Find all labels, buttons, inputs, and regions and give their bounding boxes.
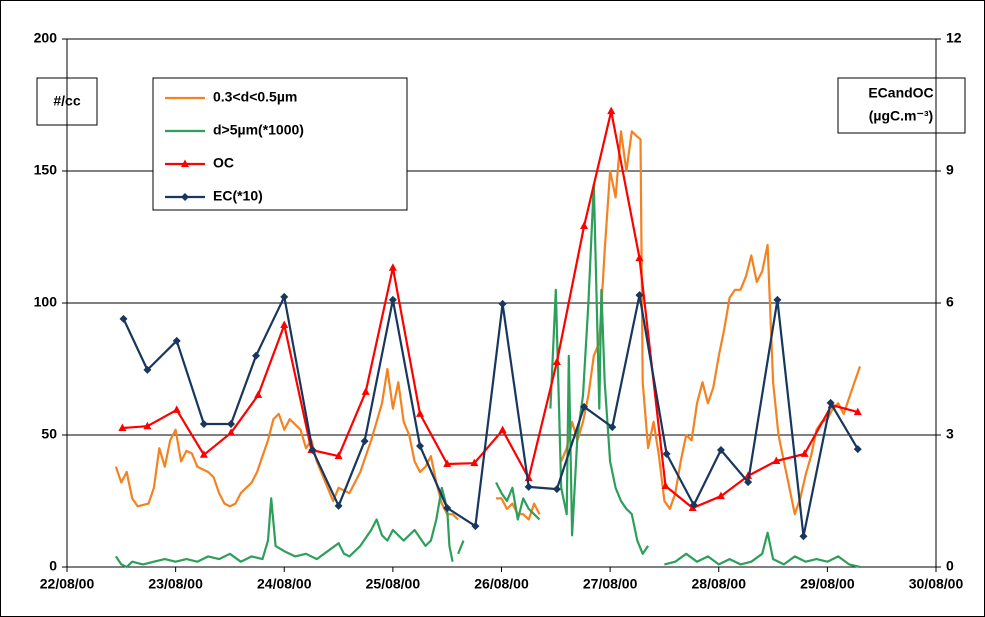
x-tick-label: 24/08/00	[257, 576, 312, 592]
y-tick-label: 150	[34, 162, 58, 178]
marker	[853, 407, 862, 416]
marker	[661, 481, 670, 490]
marker	[580, 221, 589, 229]
y2-tick-label: 3	[946, 426, 954, 442]
marker	[254, 390, 263, 398]
x-tick-label: 29/08/00	[800, 576, 855, 592]
marker	[360, 437, 369, 446]
legend-label: EC(*10)	[213, 188, 263, 204]
marker	[252, 351, 261, 360]
y-tick-label: 200	[34, 30, 58, 46]
x-tick-label: 27/08/00	[583, 576, 638, 592]
y2-tick-label: 6	[946, 294, 954, 310]
legend-label: d>5µm(*1000)	[213, 122, 304, 138]
marker	[470, 458, 479, 467]
marker	[172, 405, 181, 413]
marker	[388, 263, 397, 271]
marker	[227, 420, 236, 428]
marker	[635, 291, 644, 300]
marker	[580, 402, 589, 411]
marker	[334, 451, 343, 460]
legend-marker	[181, 193, 189, 201]
x-tick-label: 23/08/00	[148, 576, 203, 592]
marker	[143, 421, 152, 430]
marker	[280, 320, 289, 328]
marker	[172, 336, 181, 345]
series-line	[114, 183, 861, 569]
marker	[143, 365, 152, 374]
marker	[800, 449, 809, 457]
marker	[552, 357, 561, 365]
y2-axis-label: ECandOC	[868, 85, 933, 101]
y-tick-label: 50	[41, 426, 57, 442]
marker	[799, 532, 808, 541]
marker	[689, 500, 698, 509]
series-line	[122, 294, 859, 538]
marker	[716, 445, 725, 454]
marker	[119, 314, 128, 323]
marker	[471, 522, 480, 531]
marker	[744, 471, 753, 479]
marker	[662, 449, 671, 458]
y2-axis-label: (µgC.m⁻³)	[869, 108, 933, 124]
marker	[853, 445, 862, 454]
marker	[416, 442, 425, 450]
marker	[826, 398, 835, 407]
marker	[607, 106, 616, 115]
legend-box	[152, 77, 408, 211]
y-tick-label: 100	[34, 294, 58, 310]
marker	[334, 501, 343, 510]
plot-frame	[66, 38, 937, 568]
marker	[552, 485, 561, 494]
marker	[498, 425, 507, 434]
marker	[635, 253, 644, 262]
marker	[524, 482, 533, 491]
y2-label-box	[837, 77, 966, 134]
marker	[443, 504, 452, 513]
series-line	[122, 110, 859, 510]
marker	[773, 295, 782, 304]
marker	[772, 456, 781, 464]
legend-label: OC	[213, 155, 234, 171]
marker	[716, 491, 725, 500]
marker	[608, 423, 617, 432]
x-tick-label: 22/08/00	[40, 576, 95, 592]
x-tick-label: 25/08/00	[366, 576, 421, 592]
y-tick-label: 0	[49, 558, 57, 574]
marker	[118, 423, 127, 431]
x-tick-label: 26/08/00	[474, 576, 529, 592]
legend-label: 0.3<d<0.5µm	[213, 89, 297, 105]
marker	[308, 445, 317, 454]
marker	[199, 450, 208, 458]
x-tick-label: 30/08/00	[909, 576, 964, 592]
x-tick-label: 28/08/00	[692, 576, 747, 592]
marker	[199, 420, 208, 428]
y2-tick-label: 9	[946, 162, 954, 178]
marker	[443, 459, 452, 468]
marker	[280, 292, 289, 301]
legend-marker	[181, 159, 189, 167]
marker	[744, 478, 753, 487]
y2-tick-label: 12	[946, 30, 962, 46]
marker	[416, 409, 425, 417]
marker	[227, 428, 236, 436]
marker	[498, 299, 507, 308]
marker	[388, 295, 397, 304]
marker	[361, 387, 370, 395]
y2-tick-label: 0	[946, 558, 954, 574]
